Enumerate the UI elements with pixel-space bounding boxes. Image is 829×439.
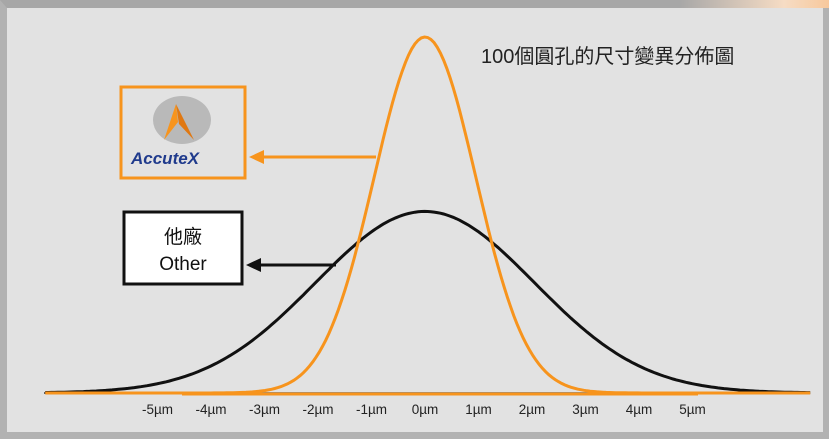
chart-title: 100個圓孔的尺寸變異分佈圖 — [481, 45, 734, 68]
x-tick-label: 0µm — [412, 402, 439, 417]
legend-box-other — [122, 210, 244, 286]
corner-glow — [679, 0, 829, 8]
series-line-accutex — [45, 35, 811, 395]
x-tick-label: -4µm — [195, 402, 226, 417]
x-tick-label: -3µm — [249, 402, 280, 417]
legend-arrowhead-other — [246, 258, 261, 272]
x-tick-label: 5µm — [679, 402, 706, 417]
x-tick-label: -5µm — [142, 402, 173, 417]
x-tick-label: 3µm — [572, 402, 599, 417]
accutex-logo-icon — [153, 96, 211, 144]
x-tick-label: 1µm — [465, 402, 492, 417]
x-tick-label: -1µm — [356, 402, 387, 417]
legend-label-other-zh: 他廠 — [164, 225, 202, 248]
x-tick-label: 4µm — [626, 402, 653, 417]
x-tick-labels: -5µm -4µm -3µm -2µm -1µm 0µm 1µm 2µm 3µm 4µm 5µm — [142, 402, 706, 417]
legend-label-other-en: Other — [159, 254, 207, 275]
x-tick-label: -2µm — [302, 402, 333, 417]
legend-arrowhead-accutex — [249, 150, 264, 164]
x-tick-label: 2µm — [519, 402, 546, 417]
series-line-other — [45, 209, 811, 395]
legend-box-accutex — [119, 85, 247, 180]
accutex-logo-text: AccuteX — [130, 149, 201, 168]
